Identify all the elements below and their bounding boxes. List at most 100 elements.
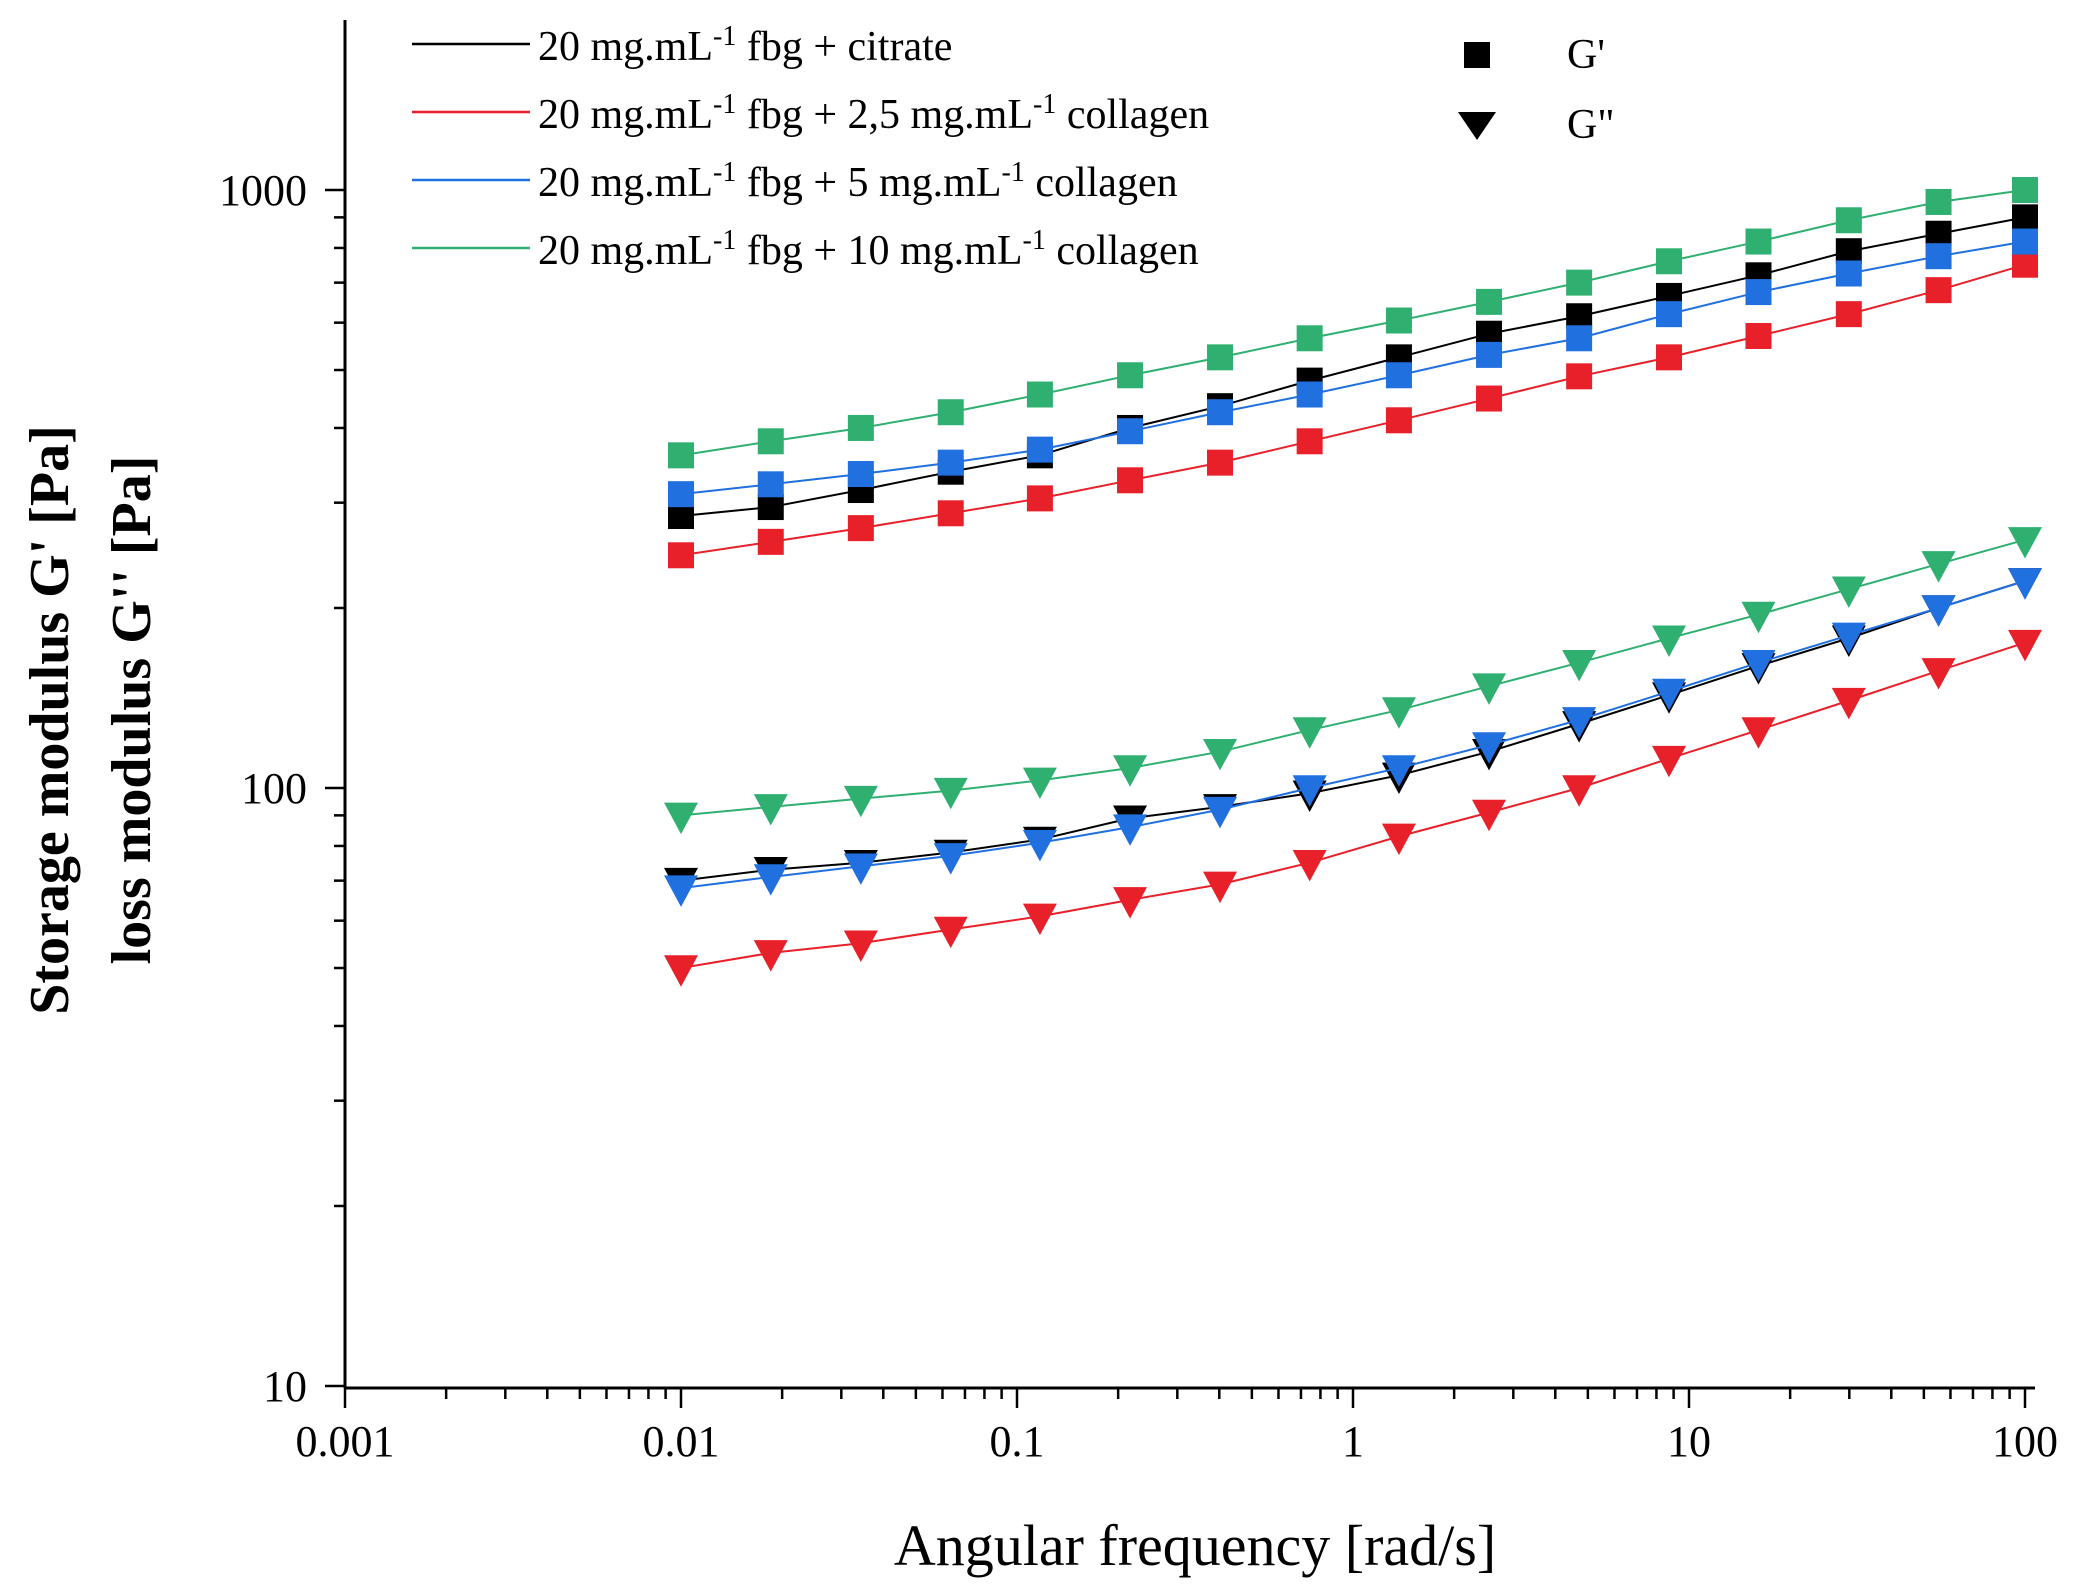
series-line xyxy=(680,641,2026,970)
legend-label: 20 mg.mL-1 fbg + 5 mg.mL-1 collagen xyxy=(538,157,1178,207)
x-tick-label: 0.1 xyxy=(990,1417,1045,1466)
data-point-triangle xyxy=(664,875,698,907)
data-point-triangle xyxy=(1831,687,1866,720)
legend-triangle-label: G" xyxy=(1567,102,1614,148)
data-point-square xyxy=(1207,399,1234,426)
data-point-triangle xyxy=(664,802,698,835)
data-point-square xyxy=(2012,177,2038,203)
data-point-triangle xyxy=(1921,551,1956,583)
data-point-square xyxy=(1026,436,1053,463)
data-point-triangle xyxy=(753,864,788,896)
data-point-triangle xyxy=(2008,568,2042,600)
data-point-square xyxy=(2012,251,2038,278)
series-c10-loss xyxy=(664,527,2042,835)
data-point-square xyxy=(847,515,874,542)
data-point-triangle xyxy=(1921,595,1956,627)
data-point-square xyxy=(668,503,694,530)
data-point-triangle xyxy=(1381,697,1416,729)
data-point-square xyxy=(668,442,694,469)
data-point-square xyxy=(1656,301,1683,328)
data-point-triangle xyxy=(664,955,698,987)
data-point-square xyxy=(1745,228,1772,255)
y-tick-label: 1000 xyxy=(219,166,307,215)
data-point-square xyxy=(1117,467,1144,494)
data-point-square xyxy=(1385,307,1412,334)
axes: 0.001 0.01 0.1 1 10 100 10 100 1000 xyxy=(219,20,2058,1466)
data-point-square xyxy=(1026,381,1053,408)
data-point-square xyxy=(1925,243,1952,270)
data-point-triangle xyxy=(1381,823,1416,856)
data-point-square xyxy=(1117,418,1144,445)
data-point-square xyxy=(1026,485,1053,512)
series-c5-loss xyxy=(664,568,2042,907)
data-point-square xyxy=(847,414,874,441)
y-tick-label: 10 xyxy=(263,1362,307,1411)
x-ticks: 0.001 0.01 0.1 1 10 100 xyxy=(296,1388,2058,1466)
data-point-square xyxy=(937,449,964,476)
data-point-triangle xyxy=(933,916,968,949)
data-point-square xyxy=(757,494,784,521)
y-axis-title-loss: loss modulus G'' [Pa] xyxy=(101,456,163,965)
legend-square-label: G' xyxy=(1567,32,1605,78)
data-point-triangle xyxy=(1022,903,1057,936)
legend-label: 20 mg.mL-1 fbg + 2,5 mg.mL-1 collagen xyxy=(538,89,1209,139)
data-point-triangle xyxy=(1652,678,1687,711)
series-c5-storage xyxy=(668,228,2038,508)
x-tick-label: 100 xyxy=(1992,1417,2058,1466)
series-line xyxy=(680,189,2026,457)
data-point-square xyxy=(1476,341,1503,368)
data-point-triangle xyxy=(753,940,788,972)
data-point-square xyxy=(757,528,784,555)
data-point-triangle xyxy=(1831,576,1866,608)
data-point-triangle xyxy=(933,843,968,875)
data-point-triangle xyxy=(1381,755,1416,787)
data-point-triangle xyxy=(1741,601,1776,634)
legend-square-marker xyxy=(1464,42,1490,68)
data-point-square xyxy=(1385,407,1412,434)
data-point-triangle xyxy=(1203,796,1238,829)
data-point-triangle xyxy=(1022,829,1057,862)
series-line xyxy=(680,579,2026,890)
series-line xyxy=(680,579,2026,882)
legend: 20 mg.mL-1 fbg + citrate 20 mg.mL-1 fbg +… xyxy=(412,21,1614,274)
data-point-square xyxy=(1207,344,1234,371)
series-line xyxy=(680,240,2026,496)
y-axis-title-storage: Storage modulus G' [Pa] xyxy=(19,425,81,1015)
data-point-triangle xyxy=(1113,814,1148,846)
y-tick-label: 100 xyxy=(241,764,307,813)
data-point-triangle xyxy=(2008,629,2042,662)
data-point-triangle xyxy=(1562,649,1597,682)
data-point-square xyxy=(1566,269,1593,296)
data-point-triangle xyxy=(1921,658,1956,690)
x-tick-label: 0.001 xyxy=(296,1417,395,1466)
data-point-triangle xyxy=(843,785,878,818)
data-point-triangle xyxy=(1741,717,1776,749)
series-layer xyxy=(664,177,2042,987)
data-point-triangle xyxy=(1203,738,1238,771)
data-point-square xyxy=(1207,449,1234,476)
data-point-square xyxy=(668,542,694,569)
series-line xyxy=(680,538,2026,817)
legend-triangle-marker xyxy=(1458,112,1496,140)
data-point-square xyxy=(937,500,964,527)
data-point-square xyxy=(1296,381,1323,408)
data-point-square xyxy=(757,471,784,498)
data-point-square xyxy=(1566,303,1593,330)
data-point-square xyxy=(1566,325,1593,352)
data-point-triangle xyxy=(933,777,968,810)
legend-entry-c25: 20 mg.mL-1 fbg + 2,5 mg.mL-1 collagen xyxy=(412,89,1209,139)
data-point-square xyxy=(1656,248,1683,275)
data-point-triangle xyxy=(1652,745,1687,778)
data-point-triangle xyxy=(1292,849,1327,882)
legend-label: 20 mg.mL-1 fbg + citrate xyxy=(538,21,952,71)
data-point-square xyxy=(1835,260,1862,287)
x-tick-label: 1 xyxy=(1342,1417,1364,1466)
data-point-square xyxy=(1656,344,1683,371)
legend-entry-c5: 20 mg.mL-1 fbg + 5 mg.mL-1 collagen xyxy=(412,157,1178,207)
data-point-square xyxy=(2012,228,2038,255)
data-point-square xyxy=(1745,322,1772,349)
data-point-square xyxy=(2012,204,2038,231)
data-point-triangle xyxy=(1292,717,1327,749)
data-point-triangle xyxy=(1472,673,1507,705)
